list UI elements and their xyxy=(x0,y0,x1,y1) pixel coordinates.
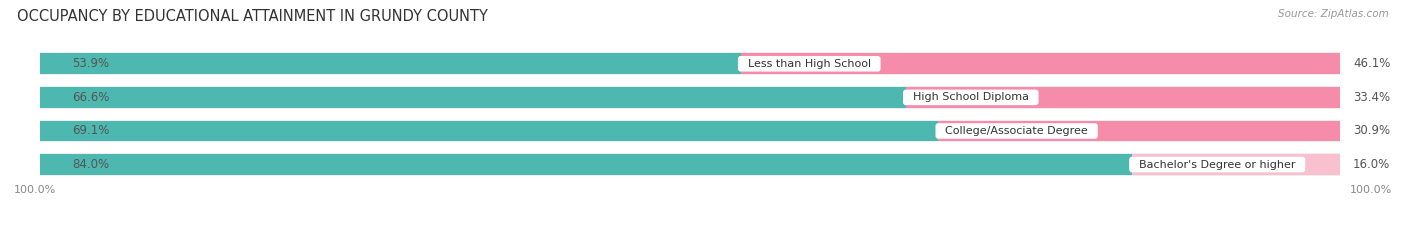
Text: 100.0%: 100.0% xyxy=(1350,185,1392,195)
Bar xyxy=(39,87,905,108)
Bar xyxy=(39,154,1132,175)
Bar xyxy=(905,87,1340,108)
Bar xyxy=(938,120,1340,141)
Text: College/Associate Degree: College/Associate Degree xyxy=(938,126,1095,136)
Text: 30.9%: 30.9% xyxy=(1353,124,1391,137)
Text: Bachelor's Degree or higher: Bachelor's Degree or higher xyxy=(1132,160,1302,170)
Text: 69.1%: 69.1% xyxy=(73,124,110,137)
Text: 16.0%: 16.0% xyxy=(1353,158,1391,171)
Bar xyxy=(39,86,1340,109)
Text: High School Diploma: High School Diploma xyxy=(905,92,1036,102)
Bar xyxy=(39,153,1340,176)
Text: 53.9%: 53.9% xyxy=(73,57,110,70)
Text: 100.0%: 100.0% xyxy=(14,185,56,195)
Bar xyxy=(39,120,938,141)
Bar xyxy=(39,52,1340,75)
Text: Less than High School: Less than High School xyxy=(741,59,877,69)
Bar xyxy=(39,53,741,74)
Bar xyxy=(39,120,1340,142)
Text: 66.6%: 66.6% xyxy=(73,91,110,104)
Bar xyxy=(1132,154,1340,175)
Text: 84.0%: 84.0% xyxy=(73,158,110,171)
Text: 46.1%: 46.1% xyxy=(1353,57,1391,70)
Text: OCCUPANCY BY EDUCATIONAL ATTAINMENT IN GRUNDY COUNTY: OCCUPANCY BY EDUCATIONAL ATTAINMENT IN G… xyxy=(17,9,488,24)
Bar xyxy=(741,53,1340,74)
Text: Source: ZipAtlas.com: Source: ZipAtlas.com xyxy=(1278,9,1389,19)
Text: 33.4%: 33.4% xyxy=(1353,91,1391,104)
